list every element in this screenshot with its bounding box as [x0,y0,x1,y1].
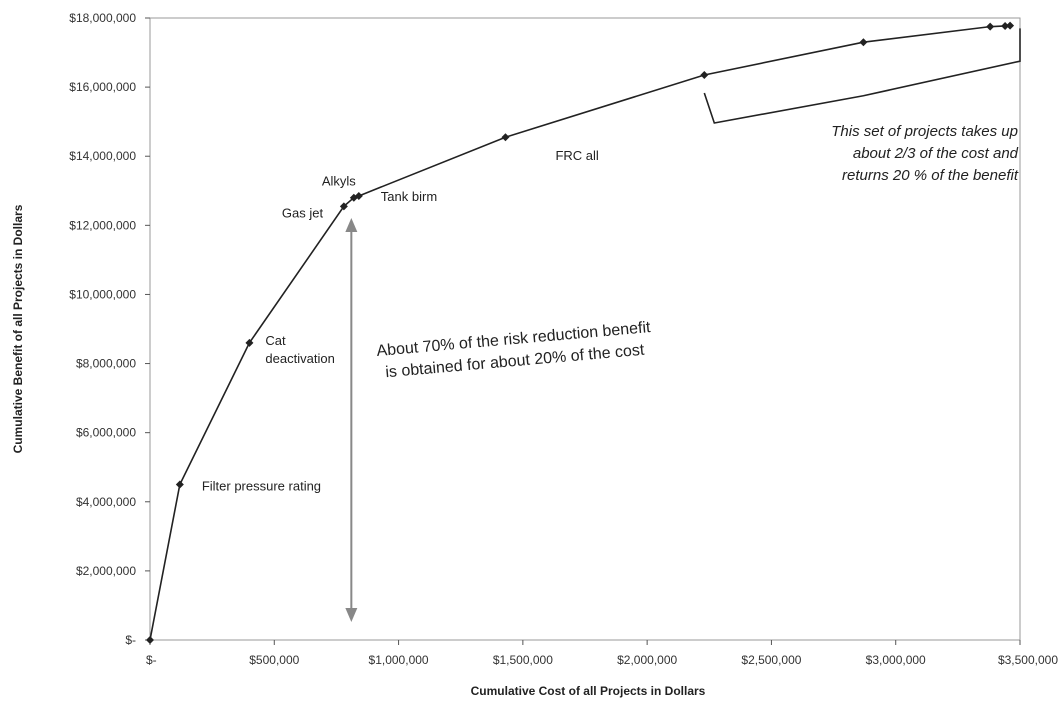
plot-frame [149,17,1021,641]
y-tick-label: $8,000,000 [76,357,136,371]
data-point [354,191,363,200]
chart-series [146,21,1015,644]
x-axis-title: Cumulative Cost of all Projects in Dolla… [471,684,706,698]
data-point [1006,21,1015,30]
x-tick-label: $1,500,000 [493,653,553,667]
y-tick-label: $4,000,000 [76,495,136,509]
chart-point-labels: Filter pressure rating Cat deactivation Gas… [202,148,599,493]
y-tick-label: $10,000,000 [69,287,136,301]
y-tick-label: $- [125,633,136,647]
y-tick-label: $18,000,000 [69,11,136,25]
range-arrow-head-down [345,608,358,622]
x-tick-label: $3,500,000 [998,653,1058,667]
point-label: Filter pressure rating [202,479,321,494]
y-tick-label: $2,000,000 [76,564,136,578]
x-tick-label: $3,000,000 [866,653,926,667]
data-point [700,71,709,80]
data-point [859,38,868,47]
range-arrow-head-up [345,218,358,233]
point-label: Alkyls [322,174,356,189]
x-tick-label: $500,000 [249,653,299,667]
y-tick-label: $14,000,000 [69,149,136,163]
x-tick-label: $- [146,653,157,667]
chart-ticks: $- $500,000 $1,000,000 $1,500,000 $2,000,000… [69,11,1058,667]
point-label-cat-deactivation: Cat deactivation [265,333,334,366]
data-point [986,22,995,31]
point-label: Tank birm [381,189,437,204]
y-axis-title: Cumulative Benefit of all Projects in Do… [11,204,25,453]
data-point [1001,21,1010,30]
point-label: FRC all [555,148,598,163]
bracket [703,28,1021,124]
benefit-annotation: About 70% of the risk reduction benefiti… [376,319,654,382]
x-tick-label: $2,000,000 [617,653,677,667]
y-tick-label: $6,000,000 [76,426,136,440]
data-point [175,480,184,489]
y-tick-label: $16,000,000 [69,80,136,94]
chart-annotations: About 70% of the risk reduction benefiti… [345,28,1021,622]
data-point [501,133,510,142]
point-label: Gas jet [282,205,324,220]
data-point [245,338,254,347]
x-tick-label: $1,000,000 [369,653,429,667]
y-tick-label: $12,000,000 [69,218,136,232]
cost-annotation: This set of projects takes up about 2/3 o… [831,123,1019,184]
data-point [339,202,348,211]
data-point [146,636,154,644]
chart-axes: Cumulative Cost of all Projects in Dolla… [11,17,1021,698]
x-tick-label: $2,500,000 [741,653,801,667]
